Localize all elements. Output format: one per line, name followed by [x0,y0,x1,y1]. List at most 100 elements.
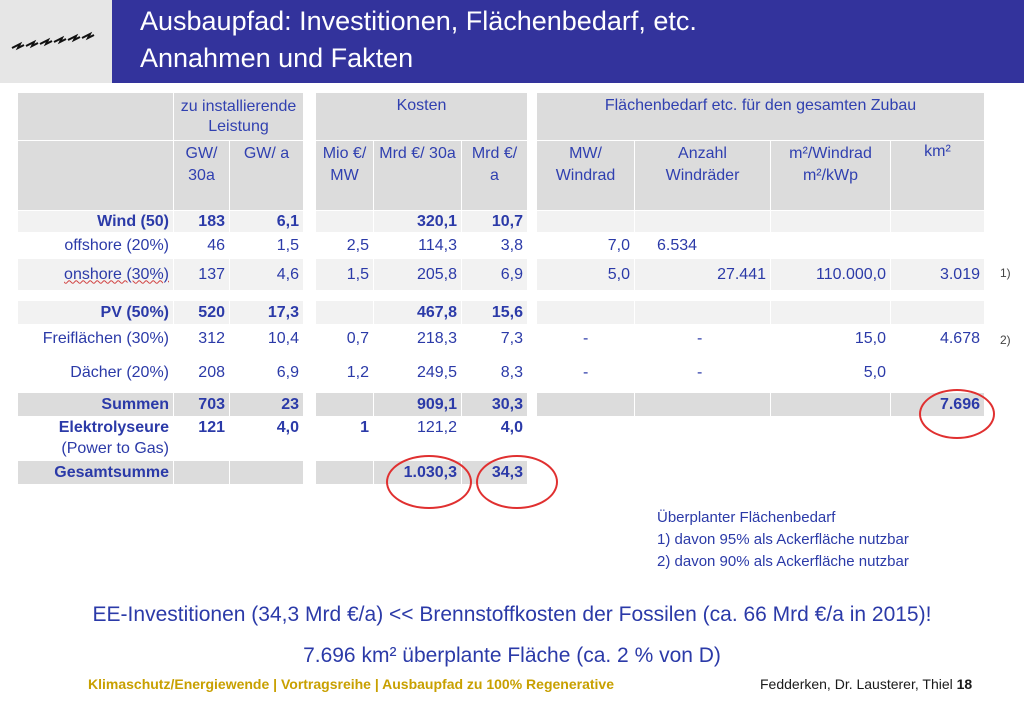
cell-m2: 110.000,0 [771,259,891,291]
cell-km2 [891,301,985,325]
cell-mio: 1,5 [316,259,374,291]
cell-m2 [771,233,891,259]
page-subtitle: Annahmen und Fakten [140,43,414,73]
cell-gwa: 6,9 [230,353,304,393]
footnote-1: 1) davon 95% als Ackerfläche nutzbar [657,531,909,548]
cell-gw30: 208 [174,353,230,393]
highlight-circle-total-mrda [476,455,558,509]
row-label-sub-text: (Power to Gas) [61,440,169,457]
header-mrd30: Mrd €/ 30a [374,141,462,211]
cell-mio: 1 [316,417,374,461]
cell-gw30: 46 [174,233,230,259]
cell-mrd30: 909,1 [374,393,462,417]
cell-mrd30: 121,2 [374,417,462,461]
row-label: offshore (20%) [18,233,174,259]
cell-anzahl [635,301,771,325]
cell-gw30: 312 [174,325,230,353]
cell-mrd30: 205,8 [374,259,462,291]
header-flaeche: Flächenbedarf etc. für den gesamten Zuba… [537,93,985,141]
table-row: Dächer (20%) 208 6,9 1,2 249,5 8,3 - - 5… [18,353,985,393]
cell-gwa [230,461,304,485]
cell-anzahl [635,211,771,233]
corner-cell [18,93,174,141]
cell-gwa: 17,3 [230,301,304,325]
header-kosten: Kosten [316,93,528,141]
cell-mrda: 10,7 [462,211,528,233]
cell-mio: 0,7 [316,325,374,353]
cell-anzahl: - [635,325,771,353]
conclusion-area: 7.696 km² überplante Fläche (ca. 2 % von… [303,644,721,667]
cell-mrda: 3,8 [462,233,528,259]
footnote-marker-1: 1) [1000,266,1011,280]
cell-mio [316,393,374,417]
cell-km2: 4.678 [891,325,985,353]
cell-gwa: 4,0 [230,417,304,461]
cell-mrda: 4,0 [462,417,528,461]
cell-gwa: 1,5 [230,233,304,259]
row-label-text: onshore (30%) [64,265,169,283]
header-leistung: zu installierende Leistung [174,93,304,141]
header-m2: m²/Windrad m²/kWp [771,141,891,211]
footer-author-names: Fedderken, Dr. Lausterer, Thiel [760,676,953,692]
header-gw30: GW/ 30a [174,141,230,211]
header-mw-windrad: MW/ Windrad [537,141,635,211]
investment-table: zu installierende Leistung Kosten Fläche… [18,93,985,485]
footer-series: Klimaschutz/Energiewende | Vortragsreihe… [88,676,614,692]
cell-gwa: 6,1 [230,211,304,233]
cell-mw [537,393,635,417]
table-row: Freiflächen (30%) 312 10,4 0,7 218,3 7,3… [18,325,985,353]
cell-gw30: 137 [174,259,230,291]
cell-m2 [771,211,891,233]
row-label: Summen [18,393,174,417]
table-row: onshore (30%) 137 4,6 1,5 205,8 6,9 5,0 … [18,259,985,291]
row-label: Freiflächen (30%) [18,325,174,353]
cell-mrd30: 320,1 [374,211,462,233]
cell-m2: 5,0 [771,353,891,393]
header-mio-mw: Mio €/ MW [316,141,374,211]
footnote-2: 2) davon 90% als Ackerfläche nutzbar [657,553,909,570]
cell-mrda: 6,9 [462,259,528,291]
row-label: Gesamtsumme [18,461,174,485]
cell-m2 [771,393,891,417]
header-gwa: GW/ a [230,141,304,211]
cell-km2: 3.019 [891,259,985,291]
cell-mw [537,211,635,233]
cell-mio [316,211,374,233]
cell-mrda: 7,3 [462,325,528,353]
cell-mw: - [537,353,635,393]
cell-m2: 15,0 [771,325,891,353]
cell-mio [316,301,374,325]
cell-gw30: 121 [174,417,230,461]
cell-gwa: 10,4 [230,325,304,353]
row-label: Dächer (20%) [18,353,174,393]
cell-anzahl [635,417,771,461]
table-row: offshore (20%) 46 1,5 2,5 114,3 3,8 7,0 … [18,233,985,259]
logo [0,0,112,83]
cell-mrd30: 249,5 [374,353,462,393]
cell-anzahl [635,393,771,417]
cell-km2 [891,233,985,259]
table-row: Elektrolyseure (Power to Gas) 121 4,0 1 … [18,417,985,461]
row-label: Wind (50) [18,211,174,233]
cell-mio: 2,5 [316,233,374,259]
footnotes: Überplanter Flächenbedarf 1) davon 95% a… [657,507,909,573]
cell-gw30: 520 [174,301,230,325]
cell-gwa: 4,6 [230,259,304,291]
cell-mw: - [537,325,635,353]
page-title: Ausbaupfad: Investitionen, Flächenbedarf… [140,6,697,36]
empty-cells [537,461,985,485]
header-mrda: Mrd €/ a [462,141,528,211]
row-label: PV (50%) [18,301,174,325]
cell-mio [316,461,374,485]
footer-authors: Fedderken, Dr. Lausterer, Thiel 18 [760,676,972,692]
footnote-title: Überplanter Flächenbedarf [657,509,836,526]
corner-cell-2 [18,141,174,211]
table-row: PV (50%) 520 17,3 467,8 15,6 [18,301,985,325]
cell-gw30: 703 [174,393,230,417]
cell-gw30 [174,461,230,485]
page-number: 18 [956,676,973,692]
cell-mw [537,417,635,461]
cell-mrd30: 114,3 [374,233,462,259]
row-label-main: Elektrolyseure [58,419,169,436]
row-label: Elektrolyseure (Power to Gas) [18,417,174,461]
